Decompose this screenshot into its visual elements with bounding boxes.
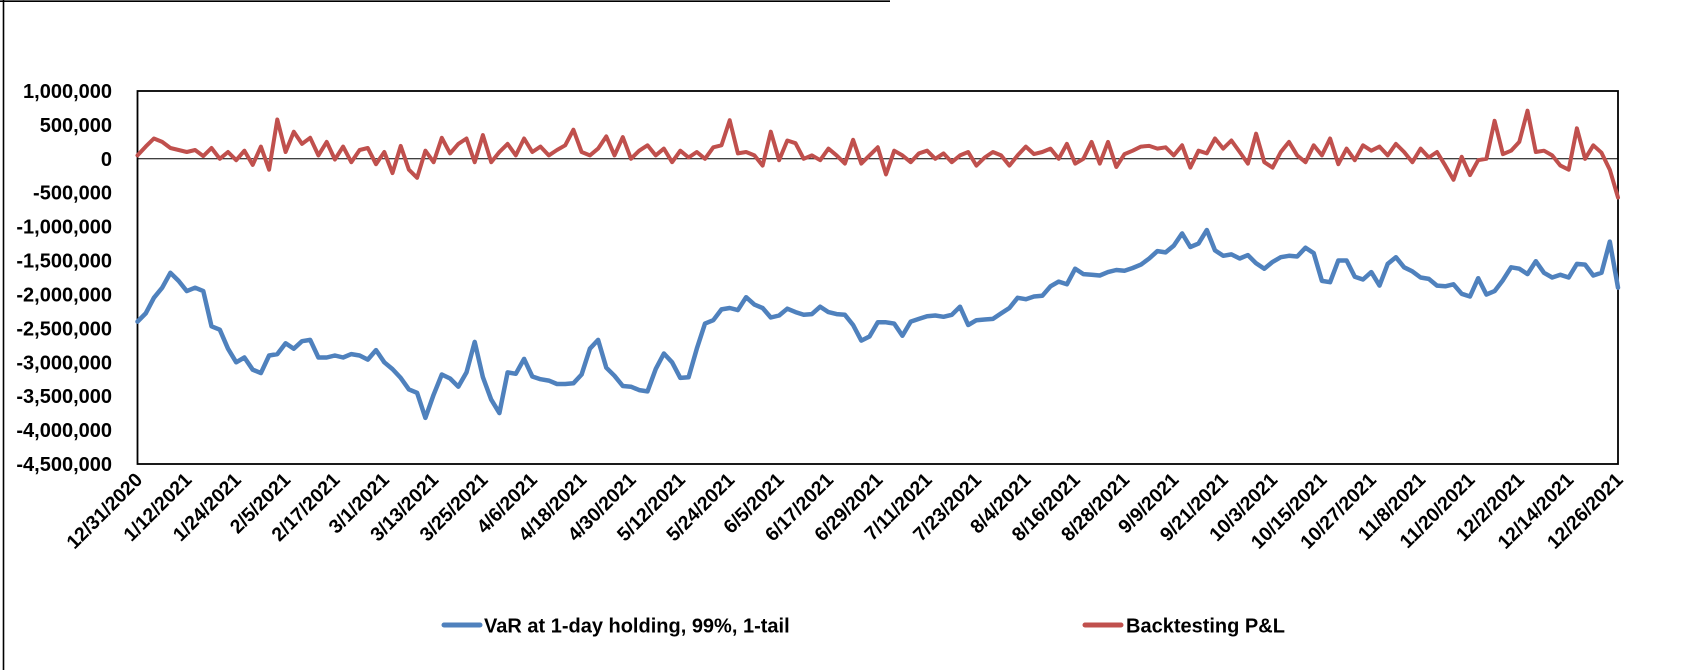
y-axis-tick-label: -3,500,000 bbox=[16, 386, 112, 408]
y-axis-tick-label: -1,000,000 bbox=[16, 217, 112, 239]
y-axis-tick-label: -2,000,000 bbox=[16, 284, 112, 306]
var-series-line bbox=[135, 227, 1621, 421]
y-axis-tick-label: -2,500,000 bbox=[16, 318, 112, 340]
legend: VaR at 1-day holding, 99%, 1-tail Backte… bbox=[441, 616, 1285, 638]
legend-pnl-label: Backtesting P&L bbox=[1126, 616, 1285, 638]
legend-var-label: VaR at 1-day holding, 99%, 1-tail bbox=[484, 616, 790, 638]
y-axis-tick-label: -4,500,000 bbox=[16, 454, 112, 476]
y-axis-tick-label: -3,000,000 bbox=[16, 352, 112, 374]
x-axis-labels: 12/31/20201/12/20211/24/20212/5/20212/17… bbox=[62, 469, 1627, 554]
y-axis-tick-label: 500,000 bbox=[40, 115, 112, 137]
y-axis-tick-label: 1,000,000 bbox=[23, 81, 112, 103]
y-axis-tick-label: -1,500,000 bbox=[16, 251, 112, 273]
pnl-series-line bbox=[135, 108, 1620, 200]
y-axis-tick-label: -500,000 bbox=[33, 183, 112, 205]
y-axis-tick-label: -4,000,000 bbox=[16, 420, 112, 442]
y-axis-labels: 1,000,000 500,000 0 -500,000 -1,000,000 -1,50… bbox=[16, 81, 112, 476]
y-axis-tick-label: 0 bbox=[101, 149, 112, 171]
